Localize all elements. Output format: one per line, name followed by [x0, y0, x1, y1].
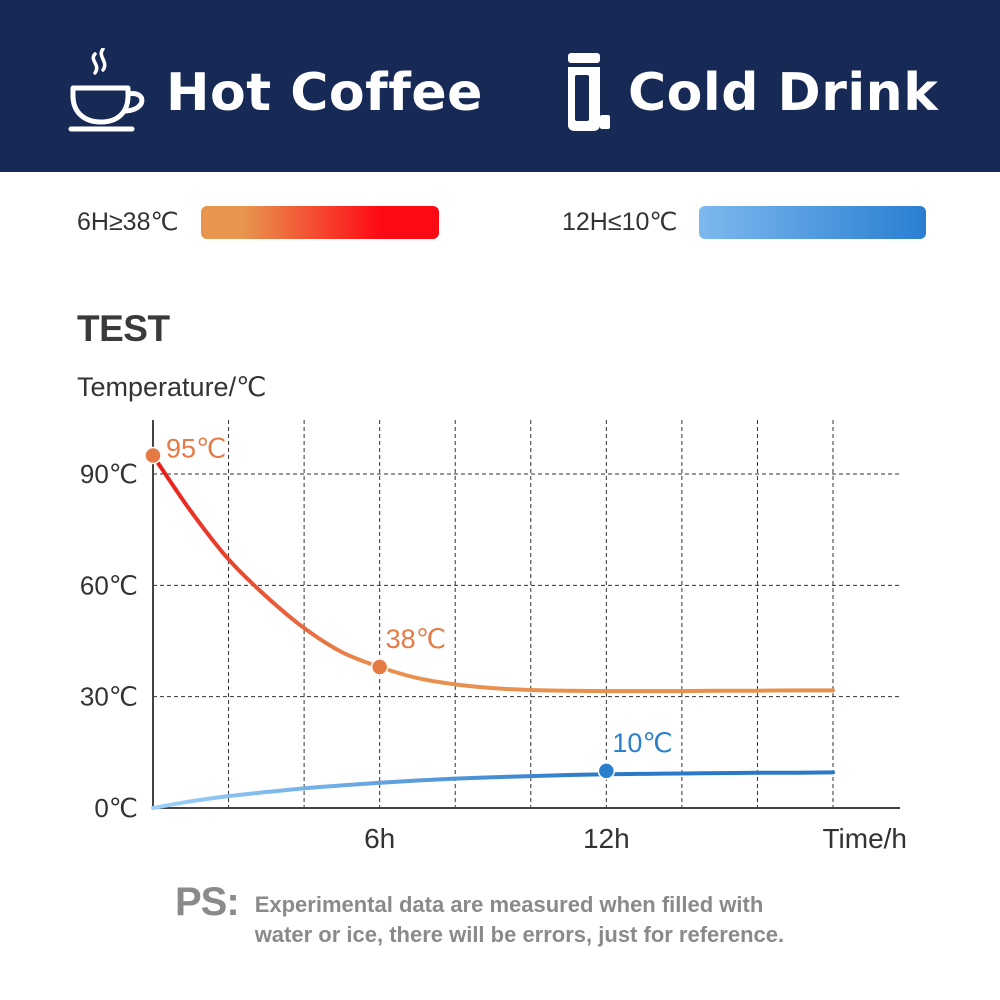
data-label: 38℃ — [386, 624, 446, 654]
grid — [153, 420, 900, 808]
ps-note: PS: Experimental data are measured when … — [175, 880, 825, 950]
x-axis-title: Time/h — [822, 823, 907, 854]
cold-spec-label: 12H≤10℃ — [562, 208, 678, 236]
hot-coffee-heading: Hot Coffee — [68, 38, 483, 148]
header-banner: Hot Coffee Cold Drink — [0, 0, 1000, 172]
x-tick-label: 6h — [364, 823, 395, 854]
x-tick-label: 12h — [583, 823, 630, 854]
hot-coffee-line — [151, 453, 835, 694]
temperature-chart: 0℃ 30℃ 60℃ 90℃ 6h 12h Time/h 95℃ 38℃ 10℃ — [80, 420, 907, 854]
cold-drink-line — [151, 770, 835, 810]
axes — [152, 420, 900, 809]
test-title: TEST — [77, 308, 170, 349]
series: 95℃ 38℃ 10℃ — [144, 433, 835, 810]
y-tick-label: 30℃ — [80, 682, 138, 712]
coffee-cup-icon — [68, 48, 145, 132]
y-tick-label: 90℃ — [80, 459, 138, 489]
bottle-icon — [568, 53, 610, 131]
ps-text: Experimental data are measured when fill… — [254, 892, 785, 947]
data-point-marker — [597, 762, 616, 780]
y-axis-title: Temperature/℃ — [77, 372, 267, 402]
cold-drink-heading: Cold Drink — [562, 38, 938, 148]
y-tick-label: 0℃ — [94, 793, 138, 823]
cold-drink-title: Cold Drink — [628, 63, 939, 123]
hot-spec-row: 6H≥38℃ — [77, 205, 439, 239]
hot-coffee-title: Hot Coffee — [166, 63, 483, 123]
data-label: 95℃ — [166, 433, 226, 463]
hot-gradient-bar — [200, 205, 439, 239]
ps-label: PS: — [175, 880, 240, 924]
data-point-marker — [144, 446, 162, 465]
hot-spec-label: 6H≥38℃ — [77, 208, 179, 236]
cold-spec-row: 12H≤10℃ — [562, 205, 927, 239]
data-label: 10℃ — [612, 728, 672, 758]
tick-labels: 0℃ 30℃ 60℃ 90℃ 6h 12h Time/h — [80, 459, 907, 854]
data-point-marker — [370, 658, 389, 676]
cold-gradient-bar — [699, 205, 927, 239]
y-tick-label: 60℃ — [80, 570, 138, 600]
